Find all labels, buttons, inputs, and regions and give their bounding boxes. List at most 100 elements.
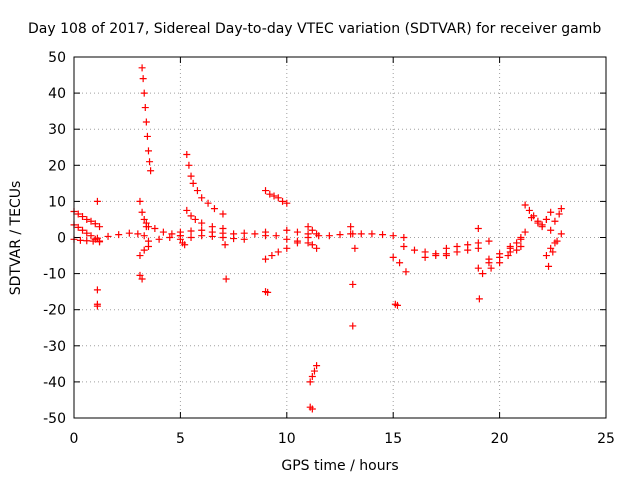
data-point	[136, 197, 144, 205]
series-arc-ai	[442, 237, 493, 252]
data-point	[551, 239, 559, 247]
data-point	[545, 262, 553, 270]
data-point	[283, 226, 291, 234]
data-point	[313, 230, 321, 238]
data-point	[279, 197, 287, 205]
data-point	[555, 210, 563, 218]
data-point	[474, 239, 482, 247]
data-point	[313, 362, 321, 370]
series-arc-aa	[306, 403, 316, 413]
data-point	[538, 223, 546, 231]
data-point	[219, 234, 227, 241]
data-point	[139, 75, 147, 83]
data-point	[240, 235, 248, 243]
data-point	[115, 231, 123, 239]
data-point	[496, 259, 504, 267]
y-tick-label: -20	[43, 303, 66, 319]
x-tick-label: 0	[70, 431, 79, 447]
data-point	[266, 190, 274, 198]
data-point	[421, 253, 429, 261]
series-arc-aj	[474, 224, 483, 303]
x-tick-label: 20	[491, 431, 509, 447]
data-point	[176, 235, 184, 243]
data-point	[146, 158, 154, 166]
data-point	[83, 237, 91, 245]
data-point	[264, 288, 272, 296]
data-point	[83, 229, 91, 237]
data-point	[87, 232, 95, 240]
data-point	[485, 255, 493, 263]
series-arc-s	[262, 187, 291, 207]
data-point	[125, 229, 133, 237]
data-point	[475, 295, 483, 303]
data-point	[134, 230, 142, 238]
data-point	[310, 367, 318, 375]
data-point	[193, 187, 201, 195]
series-arc-f	[93, 300, 101, 310]
data-point	[272, 232, 280, 240]
data-point	[191, 215, 199, 223]
data-point	[357, 230, 365, 238]
data-point	[93, 286, 101, 294]
data-point	[402, 268, 410, 276]
data-point	[96, 238, 104, 246]
series-arc-e	[93, 197, 101, 294]
y-tick-label: -30	[43, 339, 66, 355]
y-tick-label: 40	[48, 86, 66, 102]
data-point	[389, 253, 397, 261]
data-point	[379, 231, 387, 239]
data-point	[304, 239, 312, 247]
data-point	[325, 232, 333, 240]
data-point	[308, 372, 316, 380]
data-point	[142, 118, 150, 126]
series-arc-ar	[547, 205, 565, 234]
series-arc-d	[93, 229, 148, 242]
data-point	[542, 252, 550, 260]
series-arc-al	[479, 246, 521, 278]
data-point	[283, 235, 291, 243]
data-point	[76, 236, 84, 244]
data-point	[396, 259, 404, 267]
data-point	[464, 241, 472, 249]
data-point	[91, 220, 99, 228]
data-point	[187, 212, 195, 220]
data-point	[336, 231, 344, 239]
y-axis-label: SDTVAR / TECUs	[8, 181, 24, 296]
series-arc-r	[221, 241, 230, 283]
data-point	[262, 255, 270, 263]
y-tick-label: 50	[48, 50, 66, 66]
data-point	[143, 132, 151, 140]
data-point	[347, 223, 355, 231]
data-point	[308, 226, 316, 234]
series-arc-ap	[528, 208, 555, 231]
data-point	[274, 194, 282, 202]
grid	[74, 57, 606, 418]
data-point	[87, 217, 95, 225]
series-arc-ad	[357, 230, 408, 241]
data-point	[140, 89, 148, 97]
y-tick-label: -10	[43, 267, 66, 283]
data-point	[93, 234, 101, 242]
data-point	[528, 214, 536, 222]
data-point	[349, 280, 357, 288]
data-point	[251, 230, 259, 238]
x-tick-label: 15	[384, 431, 402, 447]
series-arc-l	[144, 232, 184, 245]
data-point	[185, 161, 193, 169]
data-point	[187, 234, 195, 241]
data-point	[547, 244, 555, 252]
data-point	[219, 210, 227, 218]
data-point	[140, 215, 148, 223]
data-point	[351, 244, 359, 252]
data-point	[293, 228, 301, 236]
data-point	[104, 232, 112, 240]
data-point	[155, 235, 163, 243]
series-arc-ac	[349, 280, 357, 330]
data-point	[349, 230, 357, 238]
data-point	[93, 197, 101, 205]
data-point	[485, 237, 493, 245]
data-point	[525, 206, 533, 214]
data-point	[151, 224, 159, 232]
series-arc-u	[262, 228, 312, 247]
